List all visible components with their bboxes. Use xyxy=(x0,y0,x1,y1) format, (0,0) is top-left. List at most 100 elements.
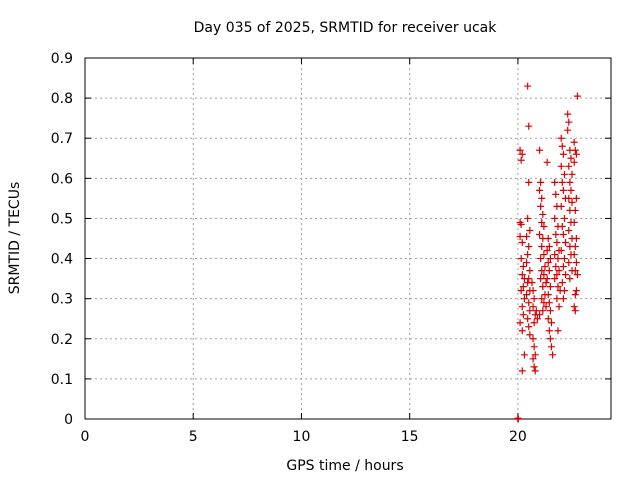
data-point-marker xyxy=(568,198,576,206)
data-point-marker xyxy=(524,315,532,323)
data-point-marker xyxy=(539,210,547,218)
data-point-marker xyxy=(529,303,537,311)
data-point-marker xyxy=(531,367,539,375)
data-point-marker xyxy=(546,335,554,343)
data-point-marker xyxy=(566,178,574,186)
data-point-marker xyxy=(536,186,544,194)
data-point-marker xyxy=(559,150,567,158)
data-point-marker xyxy=(517,220,525,228)
data-point-marker xyxy=(538,295,546,303)
data-point-marker xyxy=(565,162,573,170)
y-tick-label: 0.4 xyxy=(51,252,73,268)
data-points xyxy=(514,82,581,423)
data-point-marker xyxy=(529,335,537,343)
data-point-marker xyxy=(562,239,570,247)
data-point-marker xyxy=(571,307,579,315)
data-point-marker xyxy=(552,263,560,271)
data-point-marker xyxy=(514,415,522,423)
data-point-marker xyxy=(572,235,580,242)
data-point-marker xyxy=(530,319,538,327)
data-point-marker xyxy=(572,194,580,202)
data-point-marker xyxy=(517,287,525,295)
data-point-marker xyxy=(552,230,560,238)
data-point-marker xyxy=(560,287,568,295)
x-tick-label: 10 xyxy=(293,429,311,445)
data-point-marker xyxy=(565,226,573,234)
data-point-marker xyxy=(554,255,562,263)
data-point-marker xyxy=(557,162,565,170)
data-point-marker xyxy=(553,239,561,247)
y-tick-label: 0 xyxy=(64,412,73,428)
data-point-marker xyxy=(544,291,552,299)
data-point-marker xyxy=(517,255,525,263)
data-point-marker xyxy=(529,355,537,363)
data-point-marker xyxy=(543,275,551,283)
data-point-marker xyxy=(540,222,548,230)
data-point-marker xyxy=(558,178,566,186)
data-point-marker xyxy=(529,287,537,295)
data-point-marker xyxy=(540,251,548,259)
data-point-marker xyxy=(525,178,533,186)
data-point-marker xyxy=(560,255,568,263)
data-point-marker xyxy=(551,251,559,259)
data-point-marker xyxy=(555,303,563,311)
data-point-marker xyxy=(518,367,526,375)
data-point-marker xyxy=(571,267,579,275)
data-point-marker xyxy=(547,343,555,351)
data-point-marker xyxy=(566,275,574,283)
data-point-marker xyxy=(544,259,552,267)
data-point-marker xyxy=(543,158,551,166)
data-point-marker xyxy=(542,303,550,311)
y-tick-label: 0.1 xyxy=(51,372,73,388)
data-point-marker xyxy=(530,295,538,303)
data-point-marker xyxy=(565,118,573,126)
data-point-marker xyxy=(567,186,575,194)
data-point-marker xyxy=(572,150,580,158)
data-point-marker xyxy=(572,259,580,267)
x-axis-label: GPS time / hours xyxy=(286,458,403,474)
data-point-marker xyxy=(526,226,534,234)
data-point-marker xyxy=(565,194,573,202)
data-point-marker xyxy=(518,303,526,311)
data-point-marker xyxy=(543,247,551,255)
data-point-marker xyxy=(546,307,554,315)
data-point-marker xyxy=(516,319,524,327)
data-point-marker xyxy=(516,146,524,154)
data-point-marker xyxy=(564,110,572,118)
data-point-marker xyxy=(572,287,580,295)
data-point-marker xyxy=(536,230,544,238)
data-point-marker xyxy=(520,351,528,359)
data-point-marker xyxy=(545,327,553,335)
data-point-marker xyxy=(516,232,524,240)
data-point-marker xyxy=(518,271,526,279)
y-tick-label: 0.8 xyxy=(51,91,73,107)
data-point-marker xyxy=(558,222,566,230)
data-point-marker xyxy=(570,158,578,166)
grid xyxy=(85,58,611,419)
data-point-marker xyxy=(528,279,536,287)
data-point-marker xyxy=(524,82,532,90)
data-point-marker xyxy=(519,263,527,271)
data-point-marker xyxy=(571,146,579,154)
data-point-marker xyxy=(537,202,545,210)
data-point-marker xyxy=(523,291,531,299)
data-point-marker xyxy=(537,255,545,263)
data-point-marker xyxy=(532,307,540,315)
data-point-marker xyxy=(525,243,533,251)
data-point-marker xyxy=(530,343,538,351)
data-point-marker xyxy=(549,351,557,359)
data-point-marker xyxy=(557,134,565,142)
data-point-marker xyxy=(524,214,532,222)
data-point-marker xyxy=(551,178,559,186)
data-point-marker xyxy=(560,170,568,178)
data-point-marker xyxy=(538,218,546,226)
data-point-marker xyxy=(523,259,531,267)
data-point-marker xyxy=(546,283,554,291)
data-point-marker xyxy=(545,243,553,251)
data-point-marker xyxy=(520,295,528,303)
data-point-marker xyxy=(554,327,562,335)
data-point-marker xyxy=(518,239,526,247)
data-point-marker xyxy=(562,271,570,279)
data-point-marker xyxy=(519,283,527,291)
